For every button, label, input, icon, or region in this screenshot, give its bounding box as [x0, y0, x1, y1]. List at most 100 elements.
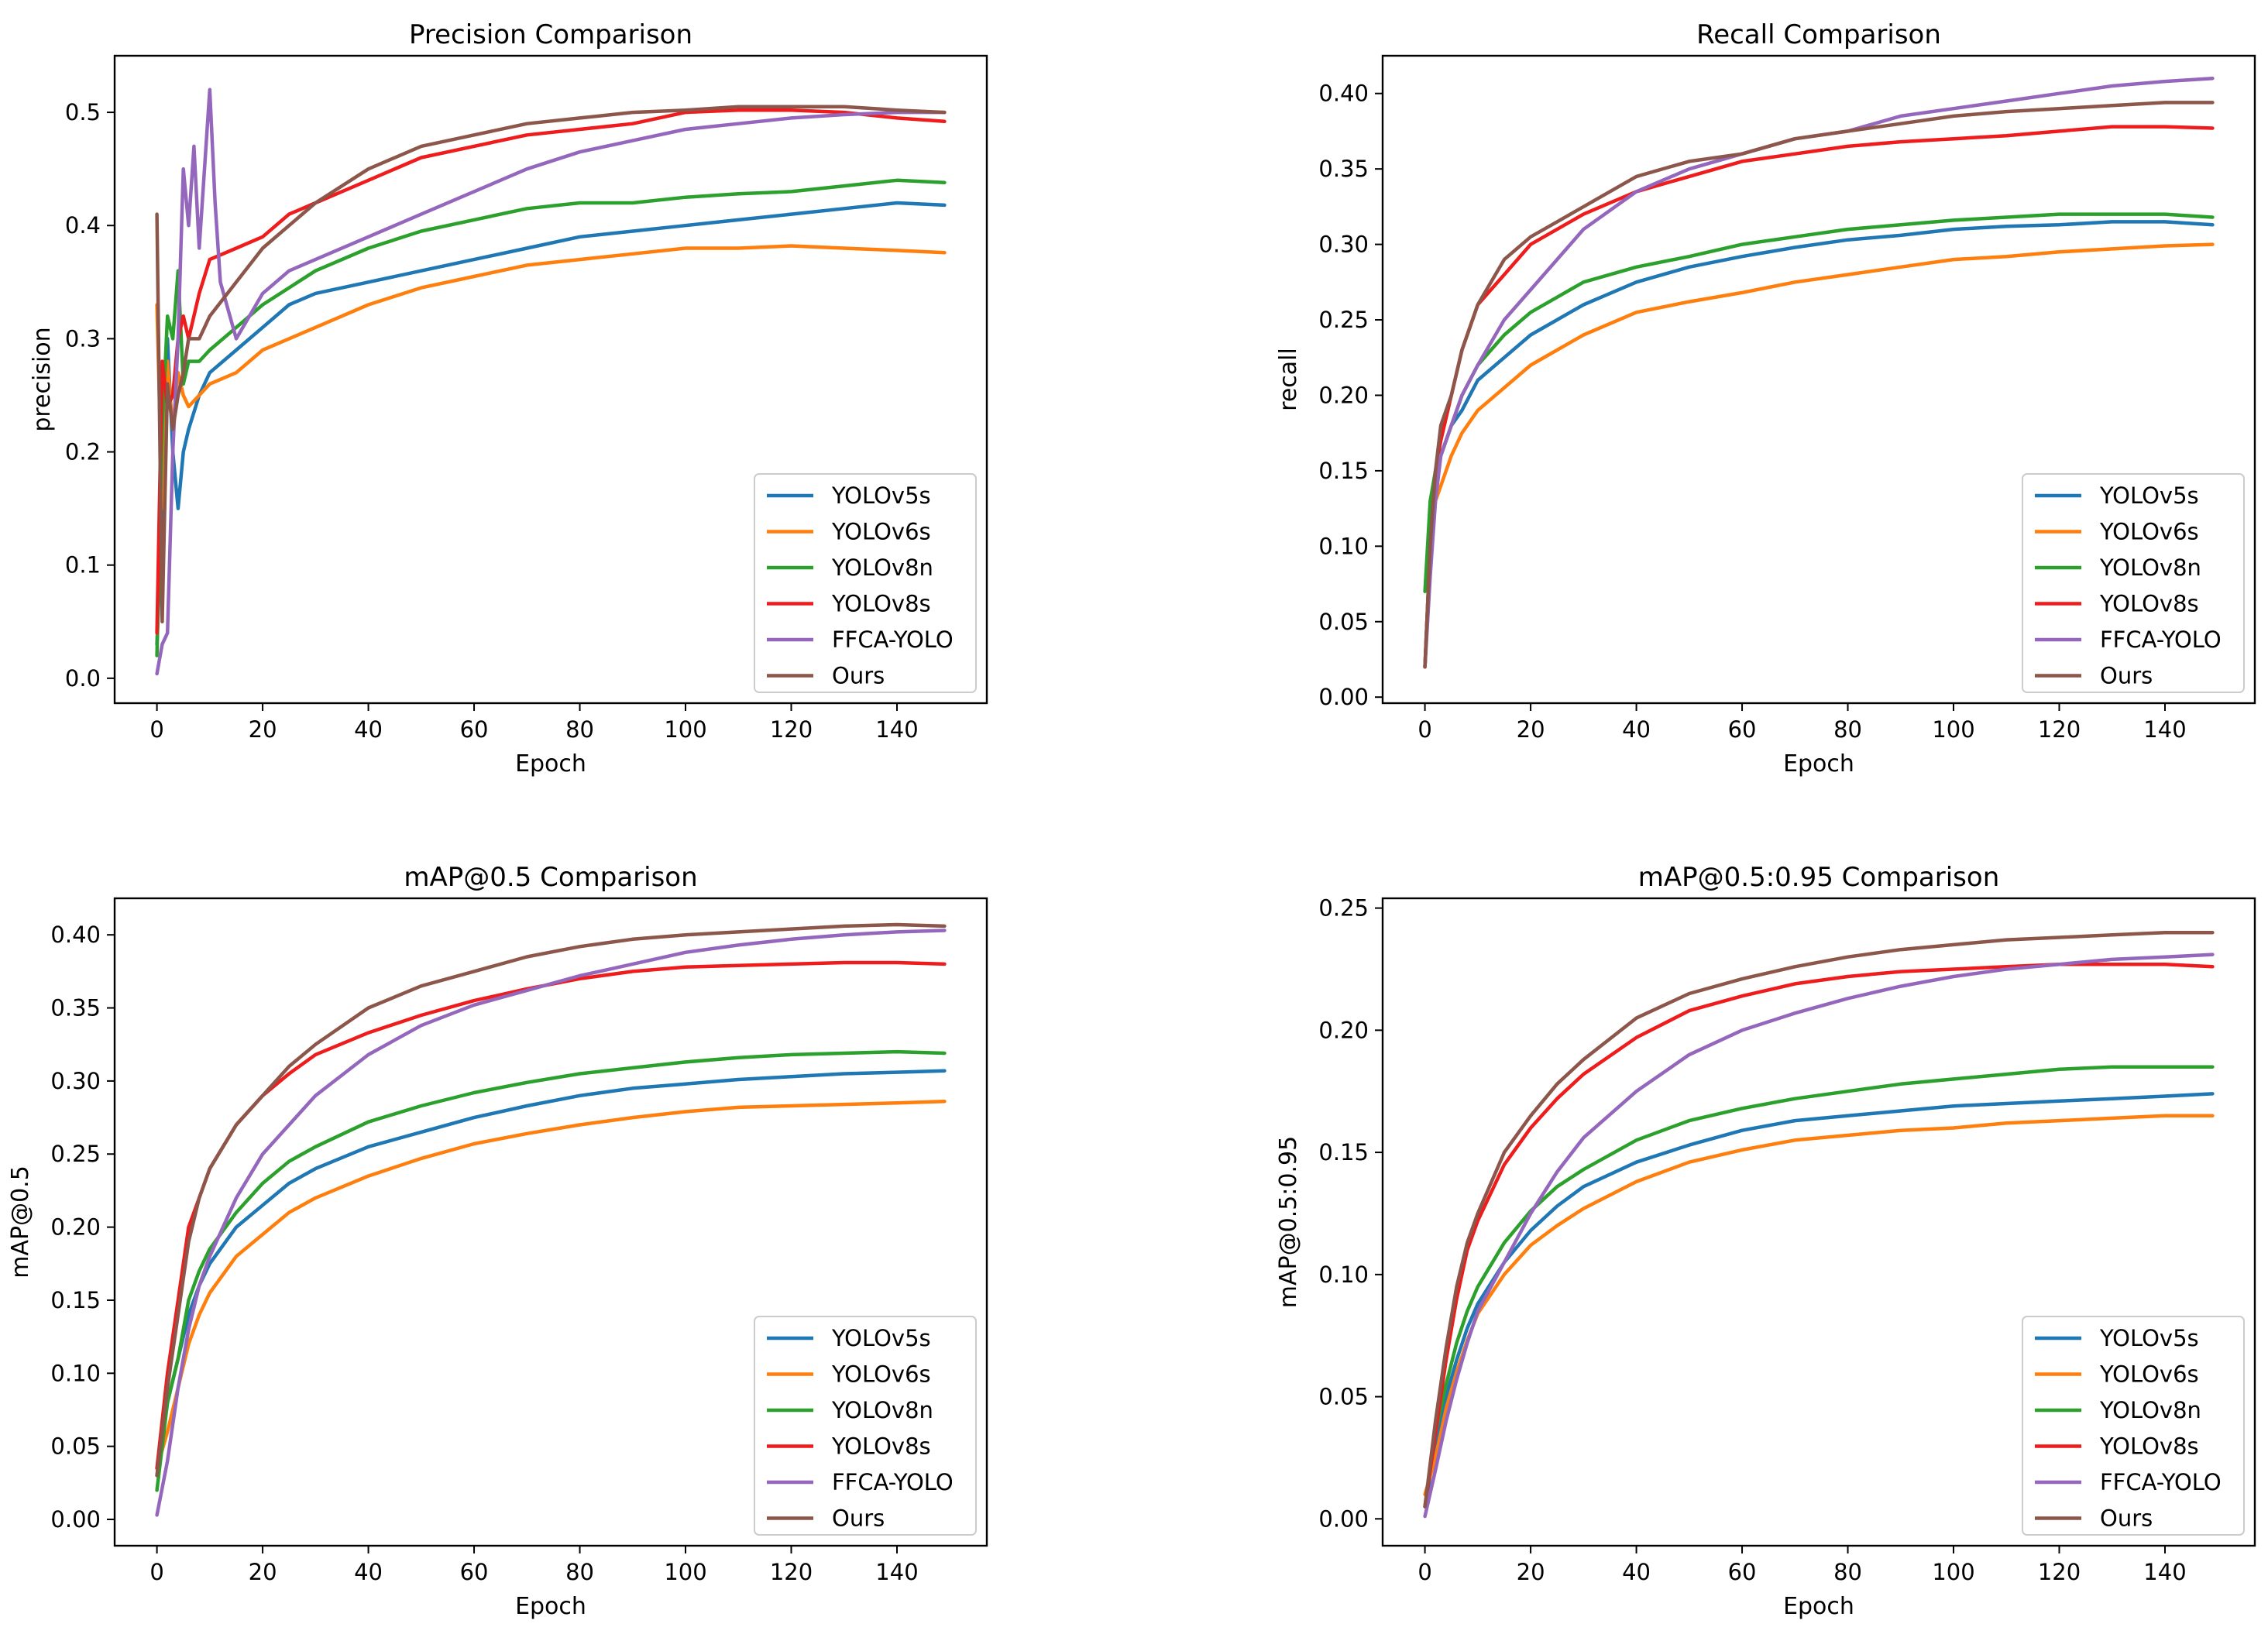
- chart-title: mAP@0.5 Comparison: [404, 862, 697, 893]
- x-tick-label: 40: [354, 1559, 383, 1585]
- y-tick-label: 0.25: [1318, 895, 1369, 922]
- y-tick-label: 0.10: [50, 1360, 101, 1386]
- series-line-yolov6s: [1423, 242, 2215, 669]
- x-tick-label: 120: [2038, 1559, 2081, 1585]
- series-line-ffca-yolo: [155, 929, 947, 1517]
- legend-label-yolov5s: YOLOv5s: [831, 482, 931, 509]
- y-tick-label: 0.20: [1318, 1017, 1369, 1043]
- x-tick-label: 80: [1833, 1559, 1862, 1585]
- x-tick-label: 100: [1932, 1559, 1974, 1585]
- y-tick-label: 0.30: [50, 1068, 101, 1094]
- x-tick-label: 140: [875, 716, 918, 743]
- y-tick-label: 0.05: [1318, 1384, 1369, 1410]
- x-tick-label: 0: [149, 716, 163, 743]
- series-line-yolov8n: [155, 1049, 947, 1492]
- y-tick-label: 0.5: [65, 99, 101, 125]
- x-tick-label: 80: [565, 716, 594, 743]
- chart-title: Recall Comparison: [1696, 19, 1941, 50]
- y-tick-label: 0.35: [50, 995, 101, 1021]
- x-axis-label: Epoch: [1783, 1593, 1854, 1620]
- x-tick-label: 0: [1418, 716, 1431, 743]
- y-tick-label: 0.3: [65, 325, 101, 352]
- y-tick-label: 0.4: [65, 212, 101, 239]
- y-axis-label: precision: [29, 327, 56, 431]
- legend-label-yolov5s: YOLOv5s: [2099, 1325, 2199, 1351]
- y-tick-label: 0.00: [50, 1506, 101, 1533]
- x-tick-label: 20: [249, 1559, 277, 1585]
- legend-label-ours: Ours: [2100, 663, 2153, 689]
- y-tick-label: 0.30: [1318, 232, 1369, 258]
- legend-label-ffca-yolo: FFCA-YOLO: [832, 1469, 954, 1495]
- y-tick-label: 0.00: [1318, 1505, 1369, 1532]
- legend-label-ffca-yolo: FFCA-YOLO: [832, 626, 954, 653]
- x-tick-label: 100: [1932, 716, 1974, 743]
- y-tick-label: 0.25: [50, 1141, 101, 1167]
- series-line-ffca-yolo: [1423, 76, 2215, 669]
- legend-label-yolov8s: YOLOv8s: [831, 1433, 931, 1460]
- y-tick-label: 0.0: [65, 665, 101, 692]
- x-tick-label: 40: [354, 716, 383, 743]
- chart-title: mAP@0.5:0.95 Comparison: [1638, 862, 2000, 893]
- x-tick-label: 60: [460, 1559, 489, 1585]
- legend-box: [754, 1316, 977, 1536]
- legend-label-yolov8n: YOLOv8n: [2099, 1397, 2201, 1423]
- y-tick-label: 0.10: [1318, 533, 1369, 559]
- chart-panel-4: mAP@0.5:0.95 Comparison 0 20 40 60 80 100 120 14…: [1275, 862, 2256, 1620]
- y-axis-label: recall: [1275, 348, 1302, 411]
- legend-label-yolov8n: YOLOv8n: [831, 1397, 933, 1423]
- legend: YOLOv5s YOLOv6s YOLOv8n YOLOv8s FFCA-YOLO Our…: [754, 1316, 977, 1536]
- x-tick-label: 140: [875, 1559, 918, 1585]
- x-tick-label: 140: [2143, 716, 2186, 743]
- y-tick-label: 0.35: [1318, 156, 1369, 182]
- series-line-yolov8n: [1423, 1065, 2215, 1509]
- legend-box: [2022, 473, 2245, 693]
- x-axis-label: Epoch: [515, 750, 586, 778]
- plot-frame: [1381, 54, 2256, 705]
- plot-frame: [113, 54, 988, 705]
- chart-panel-1: Precision Comparison 0 20 40 60 80 100 120 140 0.…: [29, 19, 988, 778]
- legend: YOLOv5s YOLOv6s YOLOv8n YOLOv8s FFCA-YOLO Our…: [2022, 1316, 2245, 1536]
- series-line-yolov5s: [1423, 1092, 2215, 1509]
- series-line-ours: [155, 105, 947, 624]
- x-tick-label: 60: [460, 716, 489, 743]
- x-tick-label: 20: [1517, 716, 1545, 743]
- y-tick-label: 0.2: [65, 439, 101, 465]
- y-tick-label: 0.20: [50, 1214, 101, 1241]
- x-tick-label: 0: [1418, 1559, 1431, 1585]
- legend-label-yolov5s: YOLOv5s: [2099, 482, 2199, 509]
- y-axis-label: mAP@0.5: [7, 1165, 34, 1279]
- series-line-ours: [155, 922, 947, 1478]
- chart-panel-3: mAP@0.5 Comparison 0 20 40 60 80 100 120 140 0.00…: [7, 862, 988, 1620]
- legend-label-ffca-yolo: FFCA-YOLO: [2100, 626, 2222, 653]
- legend-label-ours: Ours: [832, 663, 885, 689]
- x-tick-label: 0: [149, 1559, 163, 1585]
- x-tick-label: 40: [1622, 716, 1651, 743]
- legend-label-ours: Ours: [2100, 1505, 2153, 1532]
- x-tick-label: 60: [1728, 1559, 1757, 1585]
- legend: YOLOv5s YOLOv6s YOLOv8n YOLOv8s FFCA-YOLO Our…: [2022, 473, 2245, 693]
- y-tick-label: 0.40: [50, 922, 101, 948]
- x-tick-label: 80: [565, 1559, 594, 1585]
- legend-label-ours: Ours: [832, 1505, 885, 1532]
- x-tick-label: 140: [2143, 1559, 2186, 1585]
- series-line-yolov6s: [155, 244, 947, 510]
- x-tick-label: 80: [1833, 716, 1862, 743]
- x-tick-label: 120: [770, 716, 813, 743]
- legend-label-yolov8n: YOLOv8n: [831, 554, 933, 581]
- legend-label-yolov5s: YOLOv5s: [831, 1325, 931, 1351]
- legend-label-yolov8n: YOLOv8n: [2099, 554, 2201, 581]
- legend-label-yolov8s: YOLOv8s: [2099, 1433, 2199, 1460]
- x-tick-label: 20: [249, 716, 277, 743]
- legend-label-yolov6s: YOLOv6s: [831, 519, 931, 545]
- x-tick-label: 60: [1728, 716, 1757, 743]
- y-tick-label: 0.05: [50, 1433, 101, 1460]
- legend-label-yolov6s: YOLOv6s: [831, 1361, 931, 1388]
- y-tick-label: 0.1: [65, 552, 101, 578]
- series-line-yolov8n: [155, 178, 947, 657]
- x-axis-label: Epoch: [515, 1593, 586, 1620]
- x-tick-label: 120: [2038, 716, 2081, 743]
- legend-box: [2022, 1316, 2245, 1536]
- x-tick-label: 20: [1517, 1559, 1545, 1585]
- y-tick-label: 0.40: [1318, 81, 1369, 107]
